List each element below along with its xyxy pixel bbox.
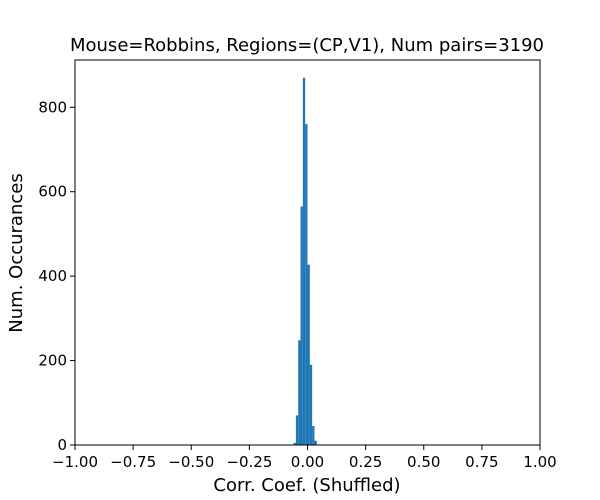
histogram-bars [293, 77, 317, 446]
x-tick-label: 1.00 [523, 453, 556, 471]
histogram-bar [309, 364, 313, 445]
histogram-bar [295, 415, 299, 445]
histogram-bar [293, 442, 296, 445]
y-tick-label: 200 [38, 352, 67, 370]
x-tick-label: −0.25 [226, 453, 272, 471]
y-tick-label: 400 [38, 267, 67, 285]
histogram-bar [305, 124, 308, 446]
histogram-bar [300, 206, 303, 445]
x-axis-label: Corr. Coef. (Shuffled) [213, 475, 400, 496]
chart-title: Mouse=Robbins, Regions=(CP,V1), Num pair… [70, 35, 544, 56]
y-axis-label: Num. Occurances [6, 173, 27, 332]
x-tick-label: 0.50 [407, 453, 440, 471]
y-axis-ticks: 0 200 400 600 800 [38, 98, 75, 454]
histogram-bar [314, 440, 317, 445]
x-tick-label: −0.75 [110, 453, 156, 471]
y-tick-label: 0 [57, 436, 67, 454]
x-axis-ticks: −1.00 −0.75 −0.50 −0.25 0.00 0.25 0.50 0.75 1.00 [52, 445, 557, 471]
y-tick-label: 800 [38, 98, 67, 116]
x-tick-label: −0.50 [168, 453, 214, 471]
x-tick-label: 0.25 [349, 453, 382, 471]
histogram-bar [307, 264, 310, 445]
y-tick-label: 600 [38, 183, 67, 201]
histogram-bar [312, 426, 315, 445]
x-tick-label: −1.00 [52, 453, 98, 471]
x-tick-label: 0.75 [465, 453, 498, 471]
x-tick-label: 0.00 [291, 453, 324, 471]
histogram-bar [302, 77, 306, 446]
histogram-bar [298, 340, 301, 445]
